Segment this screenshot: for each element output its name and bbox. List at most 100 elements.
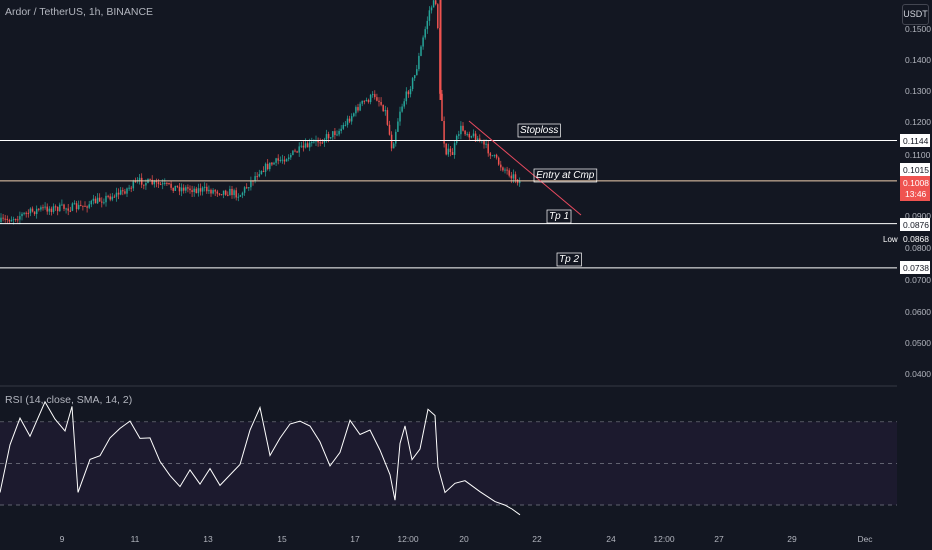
price-levels[interactable] [0,139,897,269]
candle-body [191,190,193,193]
time-tick-label: 29 [787,534,797,544]
candle-body [403,101,405,107]
candle-body [518,181,521,184]
candle-body [500,164,502,168]
candle-body [0,217,2,222]
tp1-label[interactable]: Tp 1 [549,211,569,222]
rsi-indicator-title[interactable]: RSI (14, close, SMA, 14, 2) [5,394,133,406]
tp2-label-box [556,252,582,267]
candle-body [250,180,252,188]
candle-body [203,186,206,188]
candle-body [50,208,53,212]
candle-body [227,194,229,196]
candle-body [275,158,277,163]
candle-body [237,196,240,198]
candle-body [94,198,97,204]
candle-body [340,128,342,131]
candle-body [86,206,88,208]
candle-body [75,203,78,210]
candle-body [470,136,473,138]
time-tick-label: 15 [277,534,287,544]
symbol-title[interactable]: Ardor / TetherUS, 1h, BINANCE [5,6,154,18]
candle-body [170,183,172,188]
candle-body [466,133,468,135]
candle-body [159,184,162,186]
candle-body [361,100,363,104]
candle-body [122,190,124,192]
level-price-badge [900,218,930,231]
price-axis[interactable]: 0.15000.14000.13000.12000.11000.09000.08… [880,0,932,550]
candle-body [180,187,183,192]
candle-body [54,206,57,208]
candle-body [451,152,454,155]
time-axis[interactable]: 9 11 13 15 17 12:00 20 22 24 12:00 27 29 Dec [60,534,874,544]
time-tick-label: Dec [857,534,873,544]
candle-body [329,137,332,139]
level-price-badge [900,134,930,147]
candle-body [25,212,27,214]
candle-body [313,141,315,143]
candle-body [80,204,82,206]
candle-body [178,186,181,192]
candle-body [285,159,288,162]
candle-body [359,103,361,111]
candle-body [308,142,311,148]
annotations[interactable]: Stoploss Entry at Cmp Tp 1 Tp 2 [517,123,598,267]
candle-body [151,179,153,185]
candle-body [210,189,212,194]
candle-body [369,94,372,103]
candle-body [338,130,340,135]
candle-body [443,120,445,144]
candle-body [304,143,307,148]
downtrend-line[interactable] [468,120,582,216]
candle-body [271,162,273,165]
candle-body [12,219,15,221]
candle-body [189,188,191,191]
candle-body [224,190,227,195]
candle-body [153,180,156,185]
candle-body [2,217,4,219]
price-tick-label: 0.0700 [905,275,931,285]
time-tick-label: 24 [606,534,616,544]
candle-body [357,107,359,111]
tp2-label[interactable]: Tp 2 [559,254,579,265]
candle-body [298,146,300,153]
entry-label-box [533,168,598,183]
candle-body [256,176,258,178]
rsi-line[interactable] [0,400,521,516]
candle-body [455,135,458,144]
candle-body [502,167,504,171]
candle-body [260,171,263,175]
price-tick-label: 0.1400 [905,55,931,65]
level-price-badge [900,163,930,176]
candle-body [38,208,40,210]
candle-body [88,204,90,208]
level-price-label: 0.1144 [903,136,929,146]
candle-body [193,188,195,193]
candle-body [319,142,321,144]
candle-body [476,138,479,142]
candle-body [353,113,355,117]
candle-body [460,125,462,135]
candle-body [392,143,395,149]
candle-body [90,200,93,205]
candle-body [430,7,433,11]
candle-body [491,155,494,157]
candle-body [346,118,349,125]
candle-body [325,134,328,140]
candle-body [281,159,284,161]
stoploss-label[interactable]: Stoploss [520,125,558,136]
currency-button[interactable]: USDT [902,4,929,25]
level-price-label: 0.0876 [903,220,929,230]
candle-body [214,190,216,192]
entry-label[interactable]: Entry at Cmp [536,170,595,181]
candle-body [107,195,109,197]
candle-body [401,106,403,112]
candle-body [52,206,55,212]
candle-body [489,153,492,156]
candlestick-series[interactable] [0,0,521,225]
candle-body [374,94,376,98]
candle-body [317,140,319,143]
candle-body [426,20,429,30]
